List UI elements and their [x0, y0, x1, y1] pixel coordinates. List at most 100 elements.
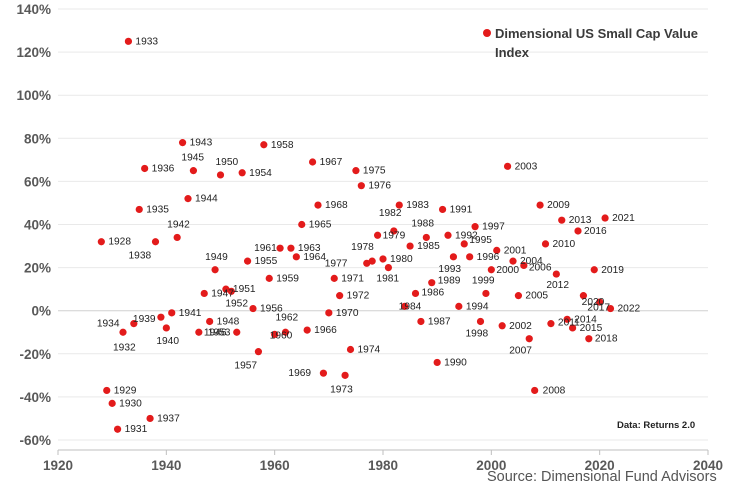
point-label-1987: 1987 [428, 316, 451, 327]
point-label-2004: 2004 [520, 256, 543, 267]
point-label-1932: 1932 [113, 342, 136, 353]
point-1960 [271, 330, 279, 339]
point-label-2013: 2013 [569, 215, 592, 226]
y-axis: 140% 120% 100% 80% 60% 40% 20% 0% -20% -40% -60% [16, 2, 51, 448]
point-label-1974: 1974 [358, 344, 381, 355]
point-label-2017: 2017 [587, 303, 610, 314]
point-2012 [552, 270, 560, 278]
point-label-2003: 2003 [515, 161, 538, 172]
point-label-1971: 1971 [341, 273, 364, 284]
point-1955 [243, 257, 252, 265]
data-points [97, 37, 615, 433]
point-1995 [460, 240, 468, 248]
point-1983 [395, 201, 403, 209]
point-2014 [563, 315, 571, 323]
point-1992 [444, 231, 452, 239]
point-1946 [195, 328, 203, 336]
point-2017 [579, 292, 588, 300]
point-1928 [97, 238, 105, 246]
y-tick-label: 20% [24, 261, 51, 276]
x-tick-label: 1960 [260, 458, 290, 473]
point-label-1961: 1961 [254, 243, 277, 254]
point-1994 [455, 302, 463, 310]
point-label-1993: 1993 [438, 264, 461, 275]
point-label-1983: 1983 [406, 200, 429, 211]
point-label-1979: 1979 [383, 230, 406, 241]
point-label-1943: 1943 [190, 138, 213, 149]
point-2020 [596, 298, 604, 306]
data-source-note: Data: Returns 2.0 [617, 420, 696, 431]
point-1966 [303, 326, 311, 334]
point-label-1981: 1981 [376, 274, 399, 285]
point-label-2000: 2000 [496, 265, 519, 276]
point-2004 [509, 257, 517, 265]
legend-label-line2: Index [495, 45, 530, 60]
point-1988 [422, 233, 430, 242]
point-1953 [233, 328, 241, 336]
point-1950 [216, 171, 225, 179]
point-label-2019: 2019 [601, 265, 624, 276]
point-label-1928: 1928 [108, 237, 131, 248]
point-label-2006: 2006 [529, 262, 552, 273]
point-label-1994: 1994 [466, 301, 489, 312]
point-1984 [401, 302, 409, 310]
point-label-2014: 2014 [574, 314, 597, 325]
point-1941 [168, 309, 176, 317]
point-2019 [590, 266, 598, 274]
point-label-2001: 2001 [504, 245, 527, 256]
point-2015 [568, 324, 577, 332]
point-1939 [157, 313, 165, 321]
point-1970 [325, 309, 333, 317]
point-label-1973: 1973 [330, 384, 353, 395]
point-2011 [547, 320, 555, 328]
point-1942 [173, 233, 181, 242]
point-1963 [287, 244, 295, 252]
point-1936 [141, 164, 149, 173]
point-label-2016: 2016 [584, 226, 607, 237]
point-label-1992: 1992 [455, 230, 478, 241]
point-1990 [433, 358, 441, 367]
point-label-1929: 1929 [114, 385, 137, 396]
point-label-1982: 1982 [379, 208, 402, 219]
point-1959 [265, 274, 273, 282]
y-tick-label: 60% [24, 174, 51, 189]
point-label-2021: 2021 [612, 213, 635, 224]
point-label-2009: 2009 [547, 200, 570, 211]
x-tick-label: 2040 [693, 458, 723, 473]
point-label-1951: 1951 [233, 284, 256, 295]
grid-lines [58, 8, 708, 441]
point-label-1949: 1949 [205, 252, 228, 263]
point-1952 [227, 287, 235, 295]
point-label-1964: 1964 [303, 252, 326, 263]
point-1999 [482, 289, 490, 298]
y-tick-label: 0% [31, 304, 51, 319]
point-2010 [541, 240, 550, 248]
point-1967 [308, 158, 317, 166]
point-1943 [178, 139, 187, 147]
point-label-1934: 1934 [97, 319, 120, 330]
point-1929 [103, 386, 111, 395]
point-1986 [411, 289, 420, 298]
point-label-1942: 1942 [167, 219, 190, 230]
x-tick-label: 2000 [476, 458, 506, 473]
point-label-1995: 1995 [469, 235, 492, 246]
point-1987 [417, 317, 425, 326]
point-1934 [130, 320, 138, 328]
point-1937 [146, 414, 154, 423]
point-label-2002: 2002 [509, 321, 532, 332]
point-2000 [487, 266, 495, 274]
point-1935 [135, 205, 143, 214]
point-2021 [601, 214, 609, 222]
point-2003 [503, 162, 512, 170]
point-label-1948: 1948 [217, 316, 240, 327]
point-label-1939: 1939 [133, 314, 156, 325]
point-2013 [558, 216, 566, 224]
point-label-1965: 1965 [309, 220, 332, 231]
point-1976 [357, 182, 365, 190]
point-2016 [574, 227, 582, 235]
point-label-1956: 1956 [260, 304, 283, 315]
point-label-1986: 1986 [422, 287, 445, 298]
point-label-2007: 2007 [509, 346, 532, 357]
source-credit: Source: Dimensional Fund Advisors [487, 469, 717, 485]
